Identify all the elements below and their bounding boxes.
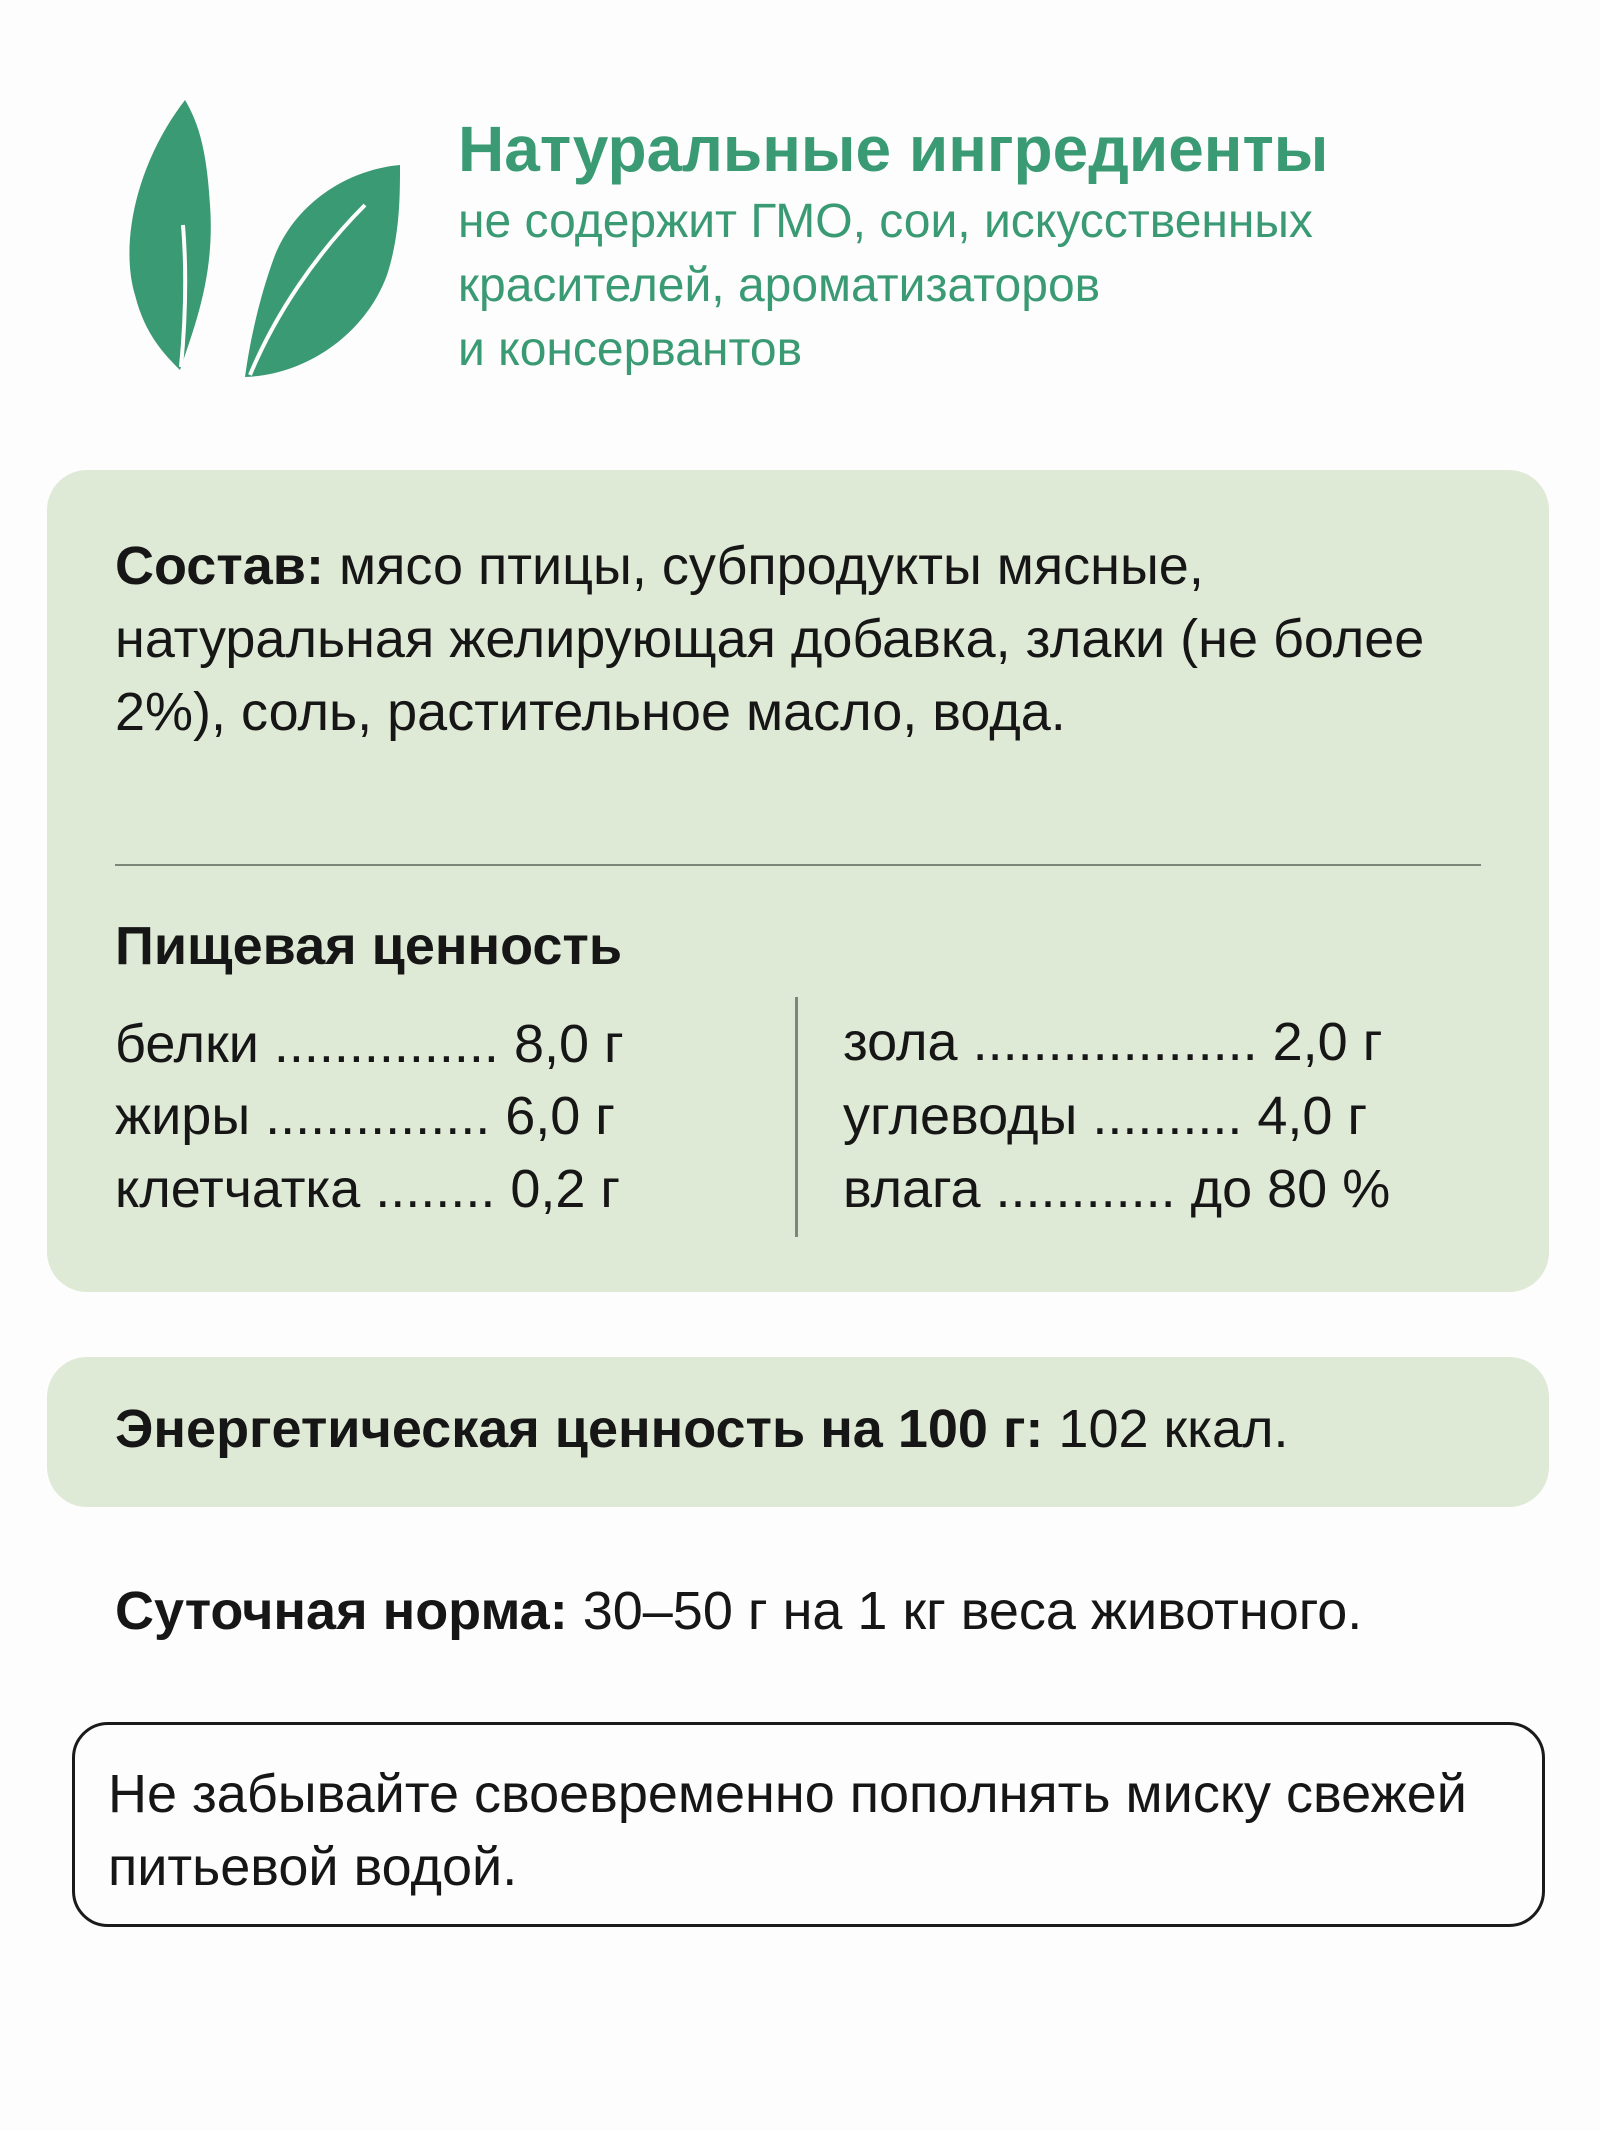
nutrition-row: жиры ............... 6,0 г [115,1086,615,1146]
dot-leader: ............... [273,1014,499,1074]
nutrient-value: 8,0 г [513,1014,624,1074]
dot-leader: ............ [995,1159,1176,1219]
nutrition-row: углеводы .......... 4,0 г [843,1086,1367,1146]
daily-norm-value: 30–50 г на 1 кг веса животного. [567,1581,1363,1641]
composition-label: Состав: [115,536,324,596]
dot-leader: ........ [375,1159,496,1219]
nutrient-name: углеводы [843,1086,1078,1146]
divider [115,864,1481,866]
nutrient-name: жиры [115,1086,251,1146]
composition-text: Состав: мясо птицы, субпродукты мясные, … [115,530,1515,749]
energy-card [47,1357,1549,1507]
nutrition-row: влага ............ до 80 % [843,1159,1390,1219]
daily-norm-label: Суточная норма: [115,1581,568,1641]
dot-leader: ................... [972,1012,1258,1072]
dot-leader: .......... [1092,1086,1243,1146]
note-box [72,1722,1545,1927]
composition-value: мясо птицы, субпродукты мясные, натураль… [115,536,1425,742]
column-divider [795,997,798,1237]
nutrition-row: клетчатка ........ 0,2 г [115,1159,620,1219]
energy-label: Энергетическая ценность на 100 г: [115,1399,1044,1459]
nutrient-name: зола [843,1012,958,1072]
nutrient-name: клетчатка [115,1159,361,1219]
header-subtitle-line: и консервантов [458,323,803,376]
note-text: Не забывайте своевременно пополнять миск… [108,1764,1467,1897]
leaves-icon [129,100,400,377]
nutrient-value: 2,0 г [1272,1012,1383,1072]
header-subtitle-line: не содержит ГМО, сои, искусственных [458,195,1313,248]
header-title: Натуральные ингредиенты [458,113,1329,185]
nutrition-row: зола ................... 2,0 г [843,1012,1382,1072]
energy-text: Энергетическая ценность на 100 г: 102 кк… [115,1398,1289,1460]
daily-norm-text: Суточная норма: 30–50 г на 1 кг веса жив… [115,1580,1362,1642]
nutrition-title: Пищевая ценность [115,916,623,976]
composition-card [47,470,1549,1292]
nutrient-value: 6,0 г [505,1086,615,1146]
nutrient-value: 4,0 г [1257,1086,1368,1146]
nutrition-row: белки ............... 8,0 г [115,1014,624,1074]
energy-value: 102 ккал. [1043,1399,1289,1459]
header-subtitle-line: красителей, ароматизаторов [458,259,1101,312]
nutrient-value: 0,2 г [510,1159,621,1219]
nutrient-value: до 80 % [1190,1159,1391,1219]
nutrient-name: влага [843,1159,981,1219]
dot-leader: ............... [265,1086,491,1146]
nutrient-name: белки [115,1014,259,1074]
